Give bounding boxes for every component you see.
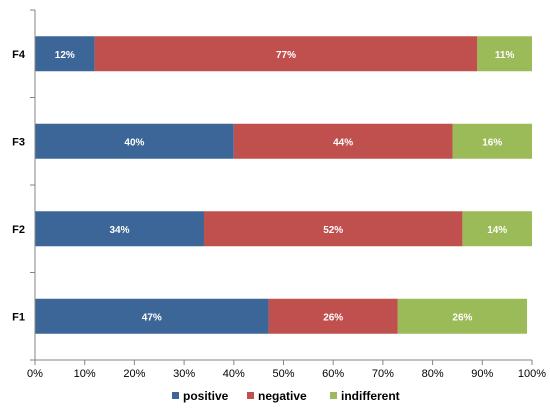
category-label: F2: [12, 224, 25, 236]
x-tick-label: 100%: [518, 368, 546, 380]
category-label: F4: [12, 49, 26, 61]
bar-f1-indifferent: [397, 298, 528, 334]
data-label-f1-indifferent: 26%: [452, 312, 472, 323]
legend-swatch-indifferent: [330, 392, 337, 399]
data-label-f4-negative: 77%: [276, 50, 296, 61]
data-label-f2-negative: 52%: [323, 225, 343, 236]
x-tick-label: 10%: [74, 368, 96, 380]
bar-f4-negative: [94, 36, 478, 72]
bar-f3-indifferent: [452, 123, 532, 159]
bar-f3-positive: [35, 123, 234, 159]
x-tick-label: 60%: [322, 368, 344, 380]
category-labels-layer: F1 F2 F3 F4: [12, 49, 26, 324]
legend-label-positive: positive: [183, 389, 229, 403]
bar-f4-positive: [35, 36, 95, 72]
data-label-f4-indifferent: 11%: [495, 50, 515, 61]
bar-f2-negative: [203, 211, 463, 247]
data-label-f4-positive: 12%: [55, 50, 75, 61]
legend-swatch-positive: [172, 392, 179, 399]
bars-layer: 47% 26% 26% 34% 52% 14% 40% 44% 16% 12% 77% 11%: [35, 36, 532, 334]
category-label: F3: [12, 136, 25, 148]
x-tick-label: 80%: [422, 368, 444, 380]
bar-f4-indifferent: [477, 36, 532, 72]
data-label-f3-negative: 44%: [333, 137, 353, 148]
x-tick-label: 0%: [27, 368, 43, 380]
x-tick-label: 20%: [123, 368, 145, 380]
data-label-f1-positive: 47%: [142, 312, 162, 323]
data-label-f3-positive: 40%: [124, 137, 144, 148]
data-label-f2-indifferent: 14%: [487, 225, 507, 236]
x-tick-label: 90%: [471, 368, 493, 380]
bar-f1-negative: [268, 298, 398, 334]
bar-f3-negative: [233, 123, 453, 159]
data-label-f2-positive: 34%: [109, 225, 129, 236]
x-ticks-layer: 0% 10% 20% 30% 40% 50% 60% 70% 80% 90% 100%: [27, 9, 546, 380]
category-label: F1: [12, 311, 25, 323]
bar-f1-positive: [35, 298, 269, 334]
x-tick-label: 30%: [173, 368, 195, 380]
legend: positive negative indifferent: [172, 389, 400, 403]
x-tick-label: 50%: [272, 368, 294, 380]
x-tick-label: 40%: [223, 368, 245, 380]
legend-label-negative: negative: [258, 389, 307, 403]
data-label-f1-negative: 26%: [323, 312, 343, 323]
x-tick-label: 70%: [372, 368, 394, 380]
bar-f2-positive: [35, 211, 204, 247]
legend-swatch-negative: [247, 392, 254, 399]
legend-label-indifferent: indifferent: [341, 389, 400, 403]
bar-f2-indifferent: [462, 211, 532, 247]
data-label-f3-indifferent: 16%: [482, 137, 502, 148]
